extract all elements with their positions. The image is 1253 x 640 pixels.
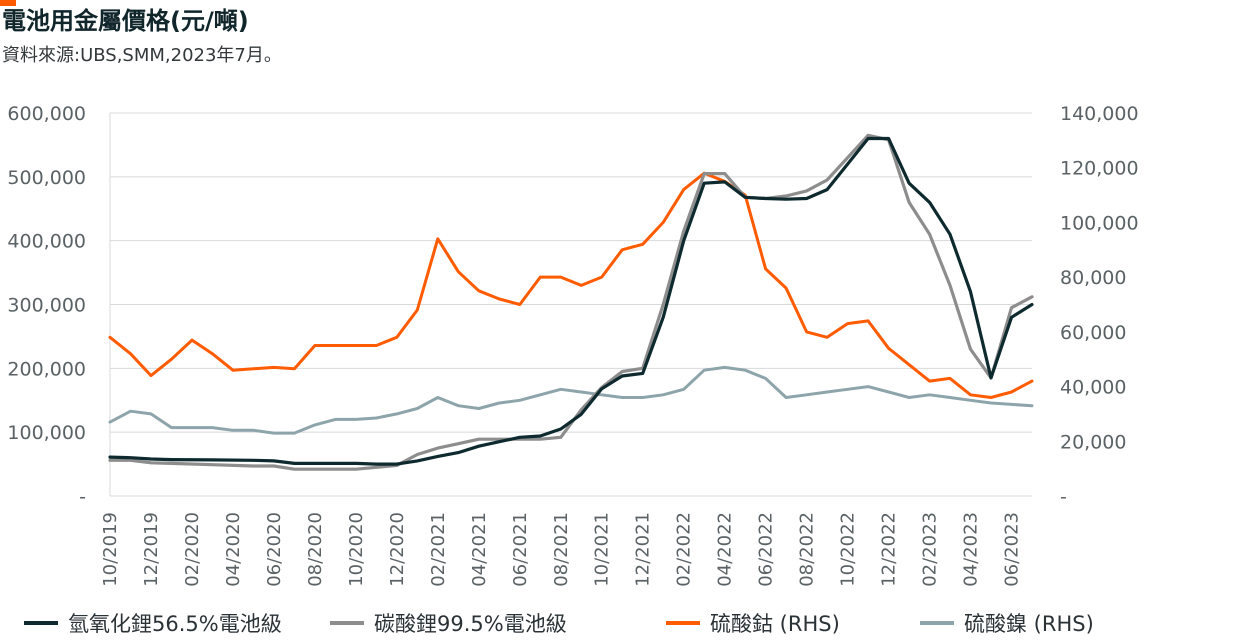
y-right-tick-label: 100,000 — [1060, 212, 1139, 234]
legend-swatch-li2co3 — [330, 621, 364, 625]
series-line-2 — [108, 171, 1034, 399]
y-left-tick-label: 200,000 — [7, 358, 86, 380]
x-tick-label: 08/2020 — [305, 512, 326, 587]
x-tick-label: 06/2021 — [510, 512, 531, 587]
legend-item-cobalt: 硫酸鈷 (RHS) — [666, 608, 840, 638]
y-right-tick-label: 120,000 — [1060, 158, 1139, 180]
x-tick-label: 06/2023 — [1002, 512, 1023, 587]
y-left-tick-label: 300,000 — [7, 295, 86, 317]
x-tick-label: 04/2020 — [223, 512, 244, 587]
y-left-tick-label: 500,000 — [7, 167, 86, 189]
x-tick-label: 04/2021 — [469, 512, 490, 587]
source-note: 資料來源:UBS,SMM,2023年7月。 — [2, 45, 282, 66]
legend-label-lioh: 氫氧化鋰56.5%電池級 — [68, 612, 282, 636]
x-tick-label: 02/2020 — [182, 512, 203, 587]
y-right-tick-label: - — [1060, 486, 1067, 508]
x-tick-label: 02/2023 — [920, 512, 941, 587]
y-left-tick-label: 100,000 — [7, 422, 86, 444]
x-tick-label: 04/2022 — [715, 512, 736, 587]
x-tick-label: 04/2023 — [961, 512, 982, 587]
y-left-tick-label: 600,000 — [7, 103, 86, 125]
x-tick-label: 06/2020 — [264, 512, 285, 587]
legend-swatch-cobalt — [666, 621, 700, 625]
x-tick-label: 08/2022 — [797, 512, 818, 587]
x-tick-label: 02/2022 — [674, 512, 695, 587]
x-tick-label: 10/2021 — [592, 512, 613, 587]
legend-label-cobalt: 硫酸鈷 (RHS) — [710, 612, 840, 636]
legend-item-nickel: 硫酸鎳 (RHS) — [920, 608, 1094, 638]
y-right-tick-label: 20,000 — [1060, 431, 1126, 453]
grid — [109, 112, 1032, 497]
x-tick-label: 12/2020 — [387, 512, 408, 587]
x-tick-label: 08/2021 — [551, 512, 572, 587]
y-right-tick-label: 140,000 — [1060, 103, 1139, 125]
legend: 氫氧化鋰56.5%電池級 碳酸鋰99.5%電池級 硫酸鈷 (RHS) 硫酸鎳 (… — [0, 608, 1253, 638]
x-tick-label: 12/2019 — [141, 512, 162, 587]
y-left-tick-label: - — [79, 486, 86, 508]
x-tick-label: 06/2022 — [756, 512, 777, 587]
series-line-1 — [108, 133, 1034, 471]
y-right-tick-label: 40,000 — [1060, 377, 1126, 399]
y-right-tick-label: 80,000 — [1060, 267, 1126, 289]
series-line-3 — [108, 365, 1034, 435]
legend-label-li2co3: 碳酸鋰99.5%電池級 — [374, 612, 567, 636]
legend-item-li2co3: 碳酸鋰99.5%電池級 — [330, 608, 567, 638]
legend-swatch-nickel — [920, 621, 954, 625]
x-tick-label: 10/2019 — [100, 512, 121, 587]
x-tick-label: 10/2020 — [346, 512, 367, 587]
y-left-tick-label: 400,000 — [7, 231, 86, 253]
x-tick-label: 12/2021 — [633, 512, 654, 587]
legend-label-nickel: 硫酸鎳 (RHS) — [964, 612, 1094, 636]
y-right-tick-label: 60,000 — [1060, 322, 1126, 344]
legend-item-lioh: 氫氧化鋰56.5%電池級 — [24, 608, 282, 638]
y-axis-ticks: - 100,000 200,000 300,000 400,000 500,000 600,… — [7, 103, 1138, 508]
series-line-0 — [108, 136, 1034, 466]
accent-bar — [0, 0, 16, 6]
chart-title: 電池用金屬價格(元/噸) — [2, 7, 249, 35]
x-axis-ticks: 10/2019 12/2019 02/2020 04/2020 06/2020 08/20… — [100, 512, 1023, 587]
legend-swatch-lioh — [24, 621, 58, 625]
x-tick-label: 12/2022 — [879, 512, 900, 587]
x-tick-label: 10/2022 — [838, 512, 859, 587]
x-tick-label: 02/2021 — [428, 512, 449, 587]
series-lines — [108, 133, 1034, 471]
